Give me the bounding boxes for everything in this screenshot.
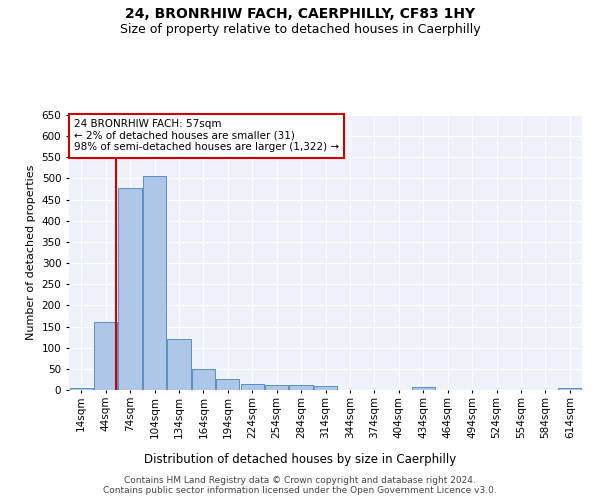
Bar — [289, 384, 313, 390]
Text: Size of property relative to detached houses in Caerphilly: Size of property relative to detached ho… — [119, 22, 481, 36]
Bar — [192, 369, 215, 390]
Text: Distribution of detached houses by size in Caerphilly: Distribution of detached houses by size … — [144, 452, 456, 466]
Bar — [241, 384, 264, 390]
Bar — [558, 388, 581, 390]
Y-axis label: Number of detached properties: Number of detached properties — [26, 165, 36, 340]
Bar — [143, 176, 166, 390]
Bar — [265, 384, 288, 390]
Bar — [70, 388, 93, 390]
Bar — [412, 387, 435, 390]
Text: 24, BRONRHIW FACH, CAERPHILLY, CF83 1HY: 24, BRONRHIW FACH, CAERPHILLY, CF83 1HY — [125, 8, 475, 22]
Text: Contains HM Land Registry data © Crown copyright and database right 2024.
Contai: Contains HM Land Registry data © Crown c… — [103, 476, 497, 495]
Text: 24 BRONRHIW FACH: 57sqm
← 2% of detached houses are smaller (31)
98% of semi-det: 24 BRONRHIW FACH: 57sqm ← 2% of detached… — [74, 119, 339, 152]
Bar — [118, 188, 142, 390]
Bar — [167, 339, 191, 390]
Bar — [314, 386, 337, 390]
Bar — [216, 380, 239, 390]
Bar — [94, 322, 117, 390]
